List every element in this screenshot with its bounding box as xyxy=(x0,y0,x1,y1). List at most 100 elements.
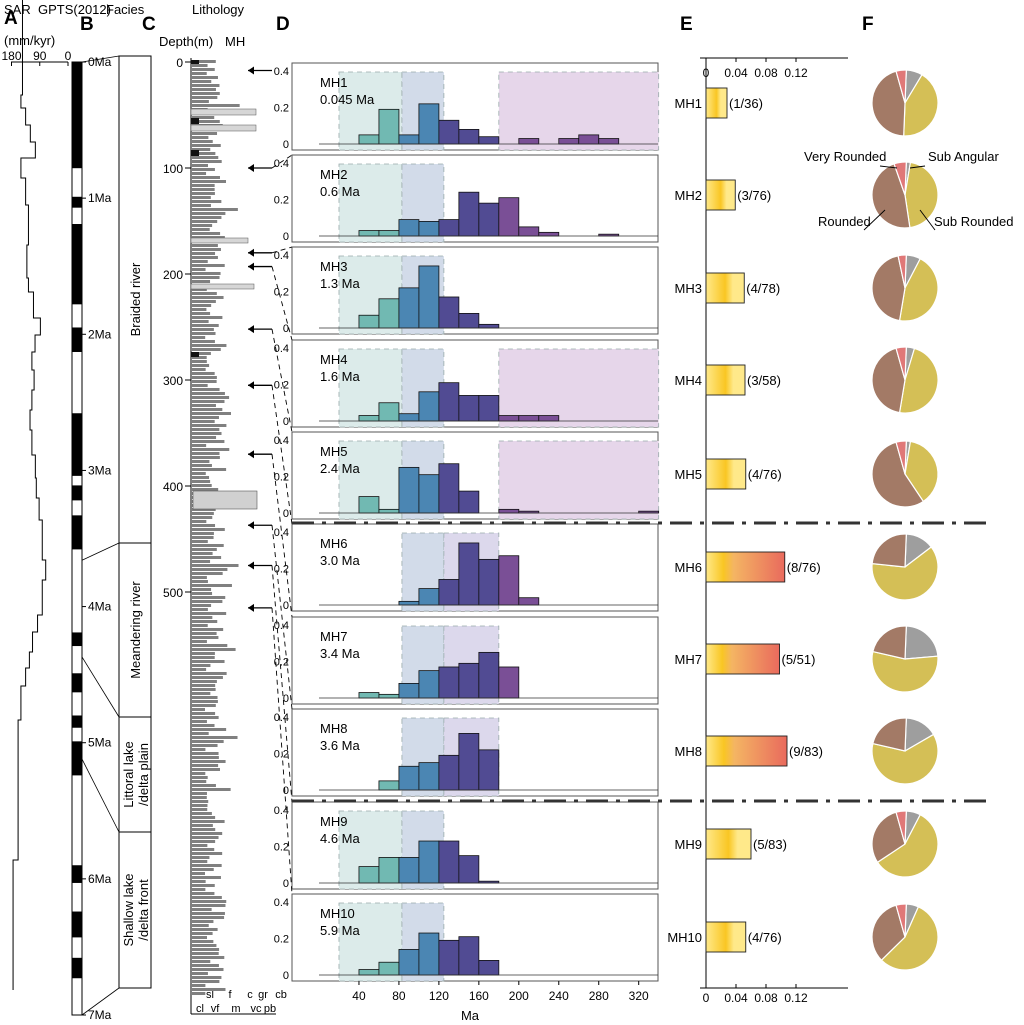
histogram-bar xyxy=(358,314,380,329)
fraction-count-label: (4/76) xyxy=(748,467,782,482)
histogram-bar xyxy=(438,119,460,145)
histogram-bar xyxy=(598,138,620,145)
lithology-bed xyxy=(191,212,226,215)
lithology-bed xyxy=(191,808,208,811)
grain-size-label: c xyxy=(247,989,253,1001)
histogram-y-tick-label: 0.4 xyxy=(274,158,289,170)
lithology-bed xyxy=(191,192,215,195)
lithology-bed xyxy=(191,260,208,263)
histogram-bar xyxy=(458,855,480,884)
lithology-bed xyxy=(191,560,211,563)
histogram-bar xyxy=(398,466,420,514)
histogram-bar xyxy=(478,558,500,606)
lithology-mudstone xyxy=(191,60,199,64)
lithology-bed xyxy=(191,148,211,151)
facies-header: Facies xyxy=(106,2,145,17)
panel-letter-a: A xyxy=(4,8,18,29)
gpts-reversed-chron xyxy=(72,485,82,501)
histogram-bar xyxy=(498,666,520,699)
lithology-bed xyxy=(191,156,219,159)
lithology-bed xyxy=(191,772,206,775)
pie-slice xyxy=(880,906,939,971)
pie-slice xyxy=(895,903,907,938)
facies-label-line: /delta front xyxy=(136,879,151,941)
histogram-bar xyxy=(478,651,500,699)
histogram-bar xyxy=(498,508,520,514)
histogram-bar xyxy=(478,960,500,976)
lithology-bed xyxy=(191,916,225,919)
fraction-category-label: MH7 xyxy=(675,652,702,667)
histogram-bar xyxy=(478,202,500,237)
lithology-bed xyxy=(191,352,211,355)
lithology-bed xyxy=(191,740,224,743)
gpts-reversed-chron xyxy=(72,673,82,693)
grain-size-label: vc xyxy=(251,1003,263,1015)
panel-letter-c: C xyxy=(142,14,156,35)
lithology-bed xyxy=(191,584,232,587)
lithology-bed xyxy=(191,444,207,447)
histogram-y-tick-label: 0.2 xyxy=(274,103,289,115)
histogram-bar xyxy=(458,191,480,237)
lithology-bed xyxy=(191,768,220,771)
pie-slice xyxy=(871,546,939,601)
lithology-bed xyxy=(191,356,207,359)
lithology-bed xyxy=(191,172,207,175)
fraction-category-label: MH6 xyxy=(675,560,702,575)
histogram-bar xyxy=(358,230,380,237)
histogram-bar xyxy=(358,496,380,514)
lithology-bed xyxy=(191,812,212,815)
histogram-bar xyxy=(398,600,420,606)
histogram-bar xyxy=(458,542,480,606)
lithology-bed xyxy=(191,64,208,67)
histogram-bar xyxy=(478,749,500,791)
facies-label-line: Braided river xyxy=(128,262,143,336)
facies-label-line: Shallow lake xyxy=(121,874,136,947)
histogram-bar xyxy=(418,220,440,237)
lithology-bed xyxy=(191,836,219,839)
lithology-bed xyxy=(191,524,216,527)
lithology-bed xyxy=(191,980,220,983)
lithology-bed xyxy=(191,176,220,179)
fraction-bottom-tick-label: 0.04 xyxy=(724,991,748,1005)
gpts-reversed-chron xyxy=(72,327,82,352)
pie-slice xyxy=(871,650,939,693)
histogram-bar xyxy=(398,765,420,791)
lithology-bed xyxy=(191,596,226,599)
lithology-bed xyxy=(191,700,218,703)
histogram-y-tick-label: 0 xyxy=(283,139,289,151)
legend-leader-line xyxy=(909,165,926,169)
pie-slice xyxy=(871,163,911,229)
panel-letter-d: D xyxy=(276,14,290,35)
pie-slice xyxy=(871,904,906,961)
lithology-bed xyxy=(191,972,208,975)
lithology-bed xyxy=(191,256,218,259)
lithology-bed xyxy=(191,88,216,91)
lithology-bed xyxy=(191,780,207,783)
lithology-bed xyxy=(191,720,207,723)
pie-slice xyxy=(895,346,907,381)
fraction-top-tick-label: 0 xyxy=(703,66,710,80)
depth-header: Depth(m) xyxy=(159,34,213,49)
histogram-MH7: 0 0.2 0.4 MH7 3.4 Ma xyxy=(248,450,659,705)
lithology-bed xyxy=(191,552,213,555)
sample-label: MH3 xyxy=(320,259,347,274)
lithology-bed xyxy=(191,336,206,339)
sample-link-line xyxy=(271,266,293,341)
grain-size-label: m xyxy=(231,1003,240,1015)
pie-MH7 xyxy=(871,625,939,693)
gpts-age-label: 7Ma xyxy=(88,1008,112,1022)
grain-size-label: gr xyxy=(258,989,268,1001)
sample-arrow-head xyxy=(248,164,254,172)
sample-label: MH7 xyxy=(320,629,347,644)
lithology-bed xyxy=(191,832,223,835)
pie-MH8 xyxy=(871,717,939,785)
lithology-bed xyxy=(191,608,208,611)
lithology-bed xyxy=(191,348,221,351)
sample-arrow-head xyxy=(248,561,254,570)
lithology-bed xyxy=(191,784,216,787)
lithology-bed xyxy=(191,568,228,571)
lithology-bed xyxy=(191,508,216,511)
fraction-count-label: (5/83) xyxy=(753,837,787,852)
histogram-y-tick-label: 0.4 xyxy=(274,250,289,262)
